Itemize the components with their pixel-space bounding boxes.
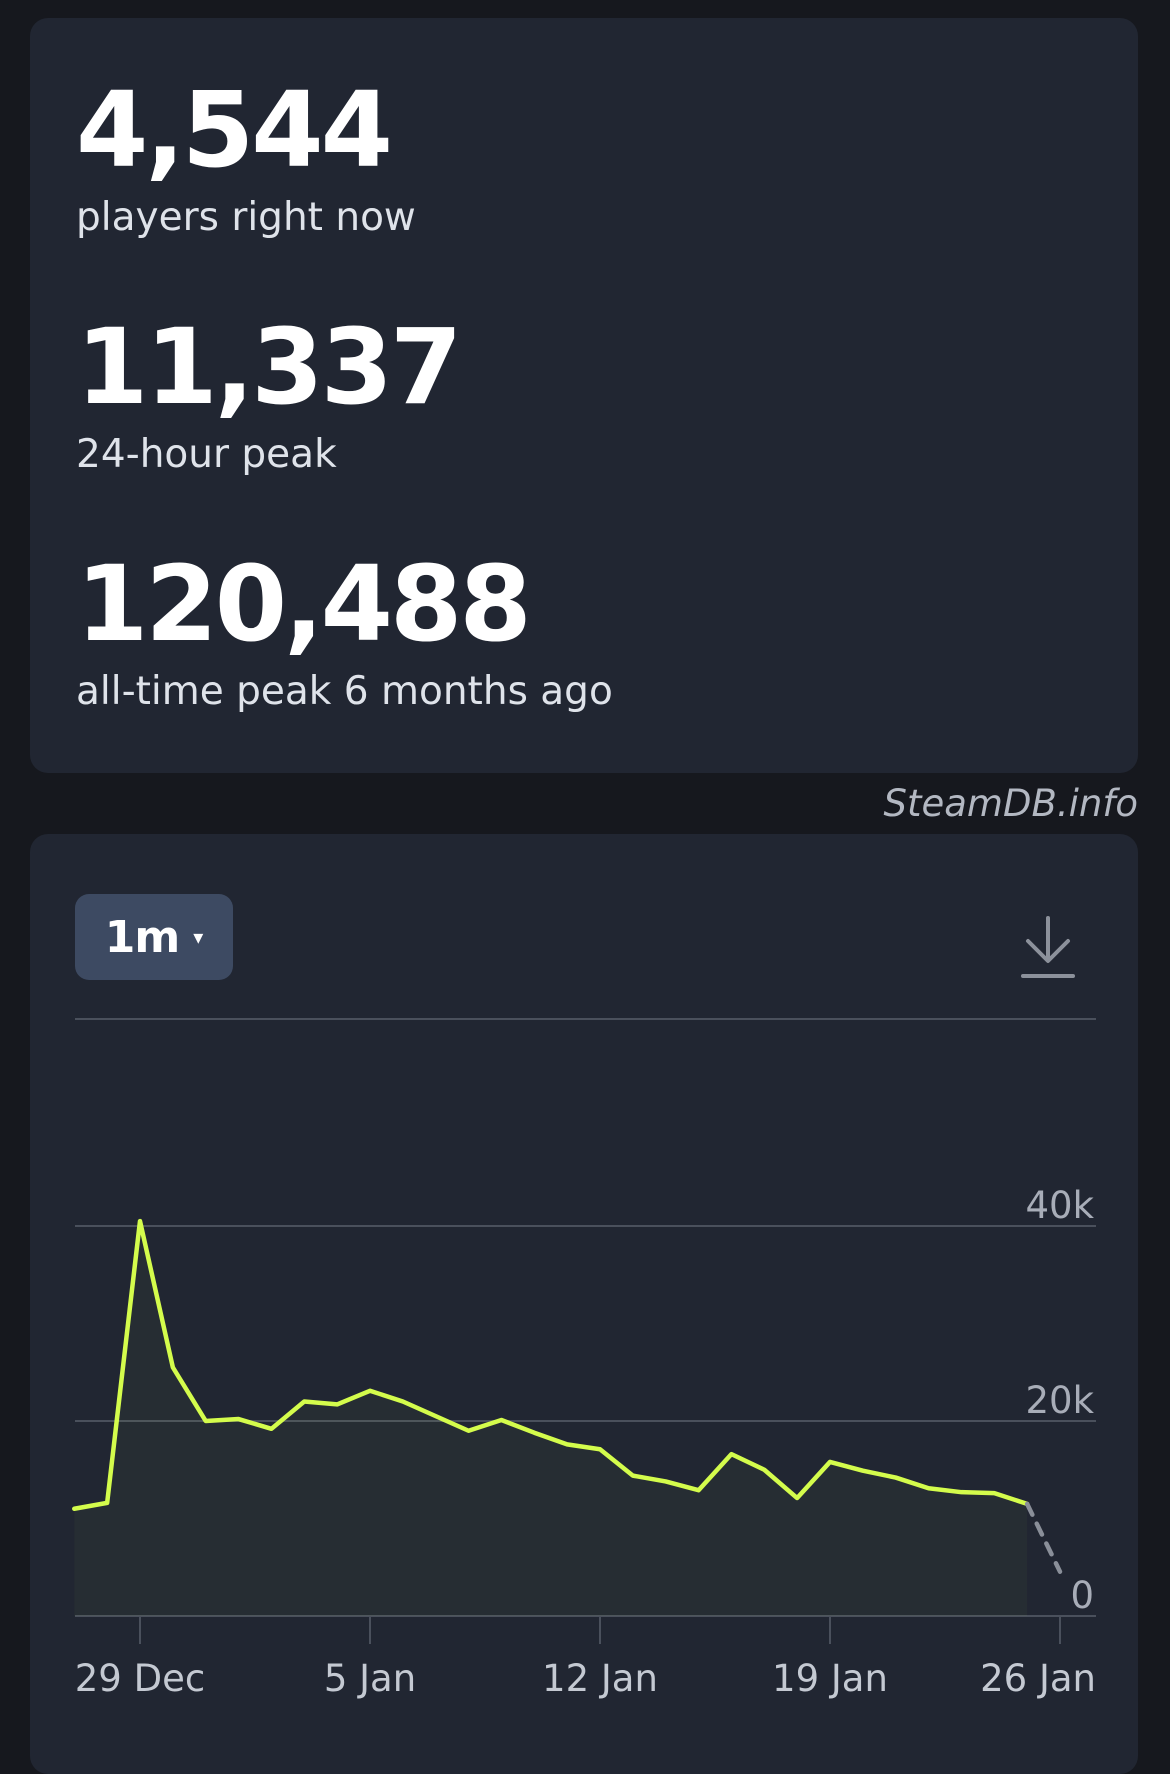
download-icon — [1021, 916, 1075, 978]
current-players-stat: 4,544 players right now — [76, 78, 416, 237]
current-players-label: players right now — [76, 195, 416, 240]
y-tick-label: 40k — [1025, 1184, 1094, 1227]
range-selector-button[interactable]: 1m ▾ — [75, 894, 233, 980]
player-chart-card: 1m ▾ 0 20k 40k 29 Dec 5 Jan 12 Jan 19 Jan 26 Ja… — [30, 834, 1138, 1774]
current-players-value: 4,544 — [76, 69, 393, 191]
download-button[interactable] — [1020, 914, 1076, 982]
y-tick-label: 0 — [1070, 1574, 1094, 1617]
player-stats-card: 4,544 players right now 11,337 24-hour p… — [30, 18, 1138, 773]
x-tick-label: 29 Dec — [75, 1657, 205, 1700]
x-tick-label: 12 Jan — [542, 1657, 658, 1700]
y-tick-label: 20k — [1025, 1379, 1094, 1422]
all-time-peak-label: all-time peak 6 months ago — [76, 669, 613, 714]
range-label: 1m — [104, 911, 180, 963]
peak-24h-stat: 11,337 24-hour peak — [76, 306, 462, 477]
chevron-down-icon: ▾ — [193, 926, 204, 949]
all-time-peak-stat: 120,488 all-time peak 6 months ago — [76, 552, 613, 711]
x-tick-label: 19 Jan — [772, 1657, 888, 1700]
series-line — [72, 1218, 1030, 1511]
x-tick-label: 5 Jan — [324, 1657, 416, 1700]
x-tick-label: 26 Jan — [980, 1657, 1096, 1700]
player-count-chart: 0 20k 40k 29 Dec 5 Jan 12 Jan 19 Jan 26 Jan — [72, 1018, 1096, 1700]
projection-line — [1024, 1501, 1063, 1574]
peak-24h-value: 11,337 — [76, 306, 462, 428]
peak-24h-label: 24-hour peak — [76, 432, 337, 477]
all-time-peak-value: 120,488 — [76, 543, 532, 665]
steamdb-credit[interactable]: SteamDB.info — [883, 782, 1138, 825]
